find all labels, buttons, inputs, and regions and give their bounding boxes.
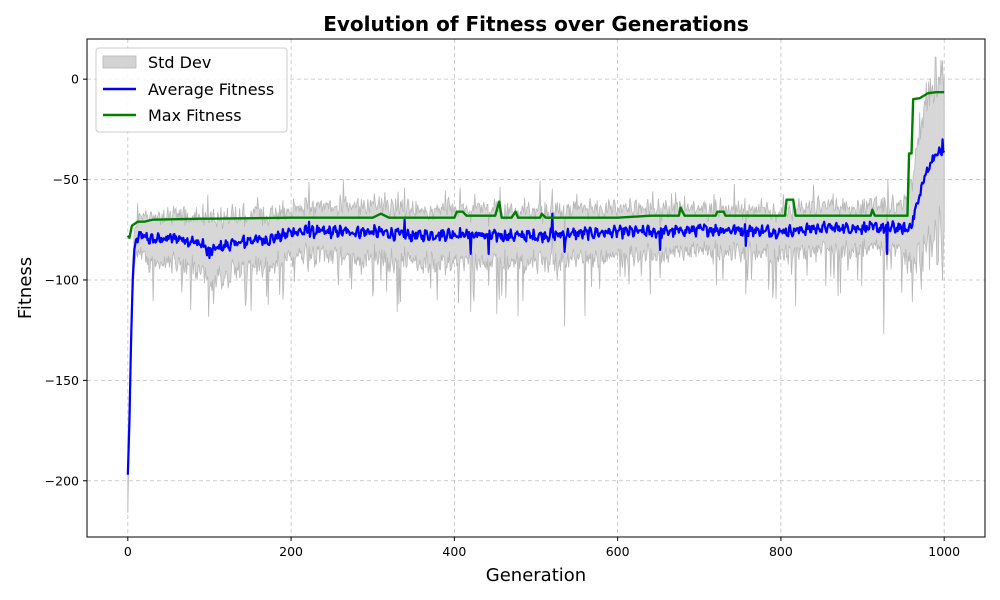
y-tick-label: −200 (45, 473, 79, 488)
y-ticks: 0 −50 −100 −150 −200 (45, 72, 87, 488)
x-tick-label: 800 (769, 544, 793, 559)
grid-layer (87, 39, 985, 537)
y-tick-label: −150 (45, 373, 79, 388)
legend: Std Dev Average Fitness Max Fitness (95, 47, 288, 133)
x-tick-label: 1000 (928, 544, 960, 559)
y-tick-label: −100 (45, 272, 79, 287)
y-tick-label: −50 (53, 172, 79, 187)
x-tick-label: 200 (279, 544, 303, 559)
max-fitness-line (126, 91, 945, 239)
legend-label-average-fitness: Average Fitness (148, 80, 274, 99)
average-fitness-line (126, 138, 946, 475)
y-axis-label: Fitness (15, 257, 36, 319)
y-tick-label: 0 (71, 72, 79, 87)
legend-box (95, 47, 288, 133)
plot-frame (86, 38, 986, 538)
chart-title: Evolution of Fitness over Generations (323, 12, 749, 36)
legend-label-max-fitness: Max Fitness (148, 106, 242, 125)
legend-label-std-dev: Std Dev (148, 53, 211, 72)
x-tick-label: 400 (442, 544, 466, 559)
std-dev-band-layer (127, 56, 945, 513)
x-ticks: 0 200 400 600 800 1000 (124, 537, 960, 559)
x-axis-label: Generation (486, 565, 586, 586)
x-tick-label: 600 (606, 544, 630, 559)
x-tick-label: 0 (124, 544, 132, 559)
series-layer (126, 91, 946, 475)
legend-swatch-std-dev (102, 55, 137, 69)
std-dev-band (127, 56, 945, 513)
